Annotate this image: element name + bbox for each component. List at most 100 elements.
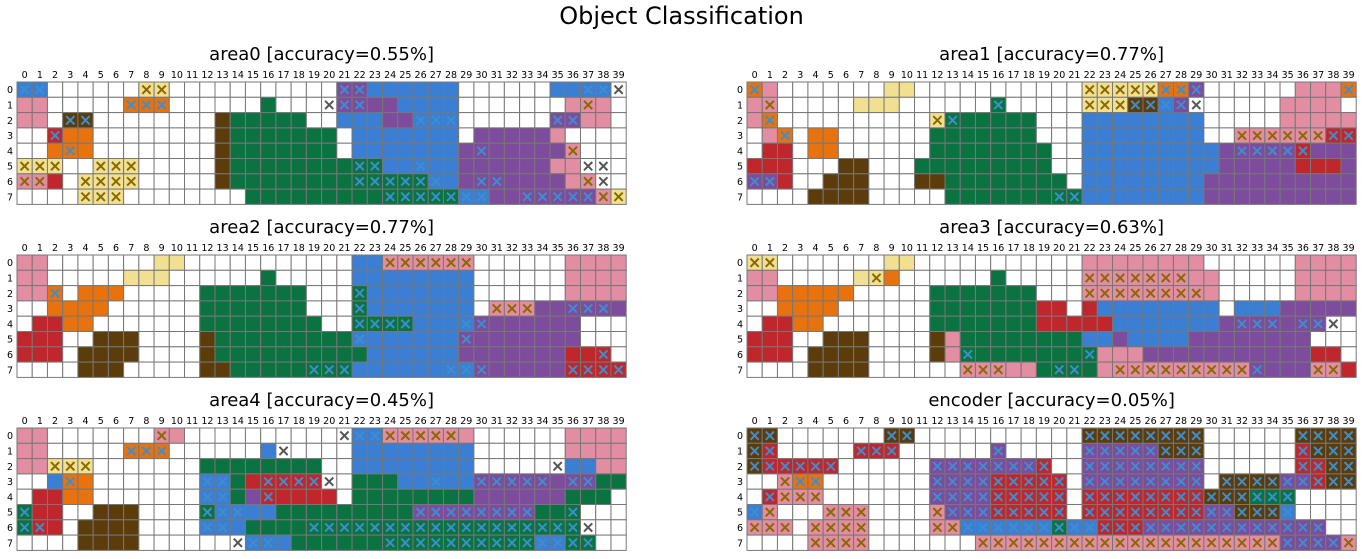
x-tick-label: 24: [384, 70, 396, 81]
x-tick-label: 37: [1312, 70, 1324, 81]
heatmap-cell: [199, 112, 216, 129]
y-tick-label: 7: [737, 192, 743, 203]
heatmap-cell: [244, 127, 262, 144]
cell-mark: [491, 522, 502, 533]
heatmap-cell: [77, 96, 94, 114]
cell-mark: [1298, 145, 1308, 156]
heatmap-cell: [1142, 315, 1159, 333]
heatmap-cell: [898, 127, 916, 144]
heatmap-cell: [397, 442, 414, 460]
heatmap-cell: [321, 81, 338, 98]
heatmap-cell: [761, 361, 778, 378]
heatmap-cell: [974, 269, 992, 287]
heatmap-cell: [290, 188, 307, 205]
heatmap-cell: [1340, 504, 1357, 521]
heatmap-cell: [807, 300, 824, 317]
heatmap-cell: [275, 315, 292, 333]
heatmap-cell: [290, 519, 307, 536]
heatmap-cell: [534, 96, 551, 114]
heatmap-cell: [1157, 300, 1174, 317]
heatmap-cell: [321, 534, 338, 551]
heatmap-cell: [1172, 300, 1190, 317]
heatmap-cell: [1310, 173, 1327, 190]
x-tick-label: 21: [338, 416, 350, 427]
cell-mark: [1145, 461, 1156, 472]
heatmap-cell: [107, 81, 125, 98]
heatmap-cell: [1279, 331, 1296, 348]
x-tick-label: 38: [597, 243, 609, 254]
heatmap-cell: [412, 473, 429, 490]
heatmap-cell: [397, 142, 414, 159]
cell-mark: [765, 507, 775, 518]
heatmap-cell: [153, 188, 170, 205]
heatmap-cell: [260, 188, 277, 205]
x-tick-label: 33: [1251, 416, 1263, 427]
heatmap-cell: [366, 331, 384, 348]
heatmap-cell: [260, 127, 277, 144]
heatmap-cell: [488, 142, 505, 159]
x-tick-label: 37: [582, 243, 594, 254]
y-tick-label: 4: [7, 492, 13, 503]
heatmap-cell: [77, 427, 94, 444]
heatmap-panel-4: area4 [accuracy=0.45%]0 1 2 3 4 5 6 7 8 9 10 11 12 13…: [7, 390, 627, 551]
cell-mark: [1100, 288, 1110, 299]
heatmap-cell: [1279, 158, 1296, 175]
cell-mark: [583, 191, 593, 202]
cell-mark: [354, 100, 365, 110]
cell-mark: [1343, 446, 1354, 456]
heatmap-cell: [336, 504, 353, 521]
heatmap-cell: [397, 331, 414, 348]
x-tick-label: 3: [797, 70, 803, 81]
heatmap-cell: [1035, 361, 1053, 378]
heatmap-cell: [549, 473, 566, 490]
heatmap-cell: [914, 173, 931, 190]
cell-mark: [1069, 522, 1080, 533]
cell-mark: [932, 522, 943, 533]
heatmap-cell: [153, 488, 170, 506]
cell-mark: [1160, 491, 1171, 502]
cell-mark: [1343, 430, 1354, 441]
heatmap-cell: [929, 81, 946, 98]
cell-mark: [141, 446, 152, 456]
cell-mark: [354, 288, 365, 299]
heatmap-cell: [883, 534, 900, 551]
heatmap-cell: [488, 488, 505, 506]
heatmap-cell: [275, 488, 292, 506]
cell-mark: [400, 430, 411, 441]
cell-mark: [400, 537, 411, 548]
x-tick-label: 1: [37, 70, 43, 81]
cell-mark: [1237, 522, 1247, 533]
heatmap-cell: [1340, 285, 1357, 302]
cell-mark: [1023, 476, 1034, 487]
heatmap-cell: [199, 269, 216, 287]
x-tick-label: 36: [567, 70, 579, 81]
heatmap-cell: [822, 427, 839, 444]
heatmap-cell: [153, 473, 170, 490]
heatmap-cell: [1066, 127, 1083, 144]
cell-mark: [461, 191, 472, 202]
y-tick-label: 3: [7, 477, 13, 488]
heatmap-cell: [746, 346, 763, 363]
cell-mark: [65, 461, 76, 472]
cell-mark: [476, 318, 487, 329]
cell-mark: [765, 115, 775, 126]
heatmap-cell: [990, 346, 1007, 363]
cell-mark: [1252, 318, 1263, 329]
heatmap-cell: [153, 504, 170, 521]
cell-mark: [1298, 522, 1308, 533]
heatmap-cell: [305, 534, 323, 551]
x-tick-label: 15: [247, 416, 259, 427]
heatmap-cell: [92, 96, 109, 114]
heatmap-cell: [366, 96, 384, 114]
heatmap-cell: [123, 188, 140, 205]
heatmap-cell: [92, 442, 109, 460]
heatmap-cell: [351, 112, 368, 129]
heatmap-cell: [792, 285, 809, 302]
heatmap-cell: [31, 427, 48, 444]
y-tick-label: 2: [737, 289, 743, 300]
x-tick-label: 4: [83, 243, 89, 254]
heatmap-cell: [868, 473, 885, 490]
heatmap-cell: [1249, 300, 1266, 317]
heatmap-cell: [199, 96, 216, 114]
cell-mark: [522, 476, 533, 487]
